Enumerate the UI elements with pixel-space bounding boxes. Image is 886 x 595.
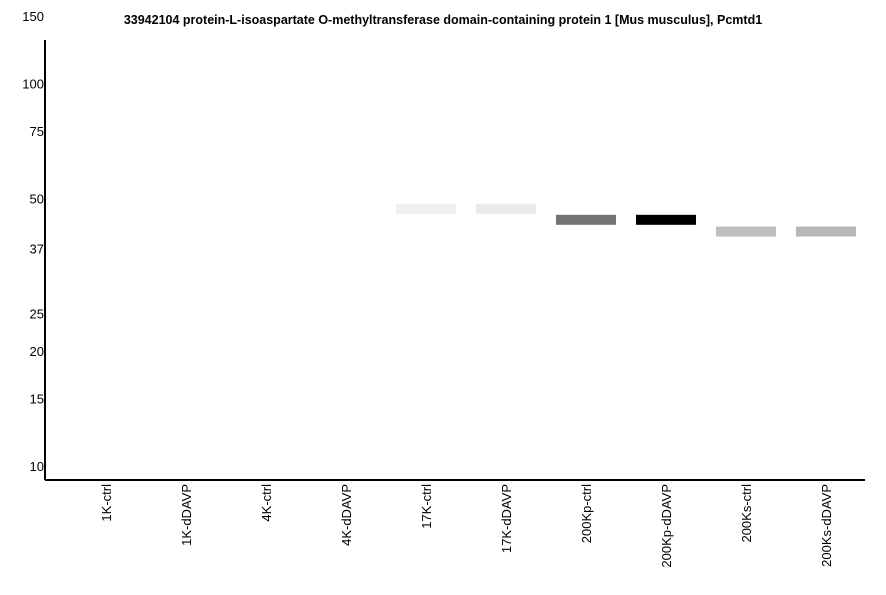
y-tick-label: 25 <box>30 307 44 322</box>
lane-label: 4K-ctrl <box>259 484 274 522</box>
plot-area: 250150100755037252015101K-ctrl1K-dDAVP4K… <box>22 9 865 568</box>
band-200Kp-dDAVP <box>636 214 696 225</box>
y-tick-label: 150 <box>22 9 44 24</box>
lane-label: 200Ks-dDAVP <box>819 484 834 567</box>
band-17K-dDAVP <box>476 203 536 214</box>
y-tick-label: 15 <box>30 392 44 407</box>
lane-label: 4K-dDAVP <box>339 484 354 546</box>
lane-label: 17K-ctrl <box>419 484 434 529</box>
lane-label: 1K-dDAVP <box>179 484 194 546</box>
chart-title: 33942104 protein-L-isoaspartate O-methyl… <box>124 13 762 27</box>
y-tick-label: 20 <box>30 344 44 359</box>
lane-label: 1K-ctrl <box>99 484 114 522</box>
band-200Ks-ctrl <box>716 226 776 237</box>
y-tick-label: 75 <box>30 124 44 139</box>
lane-label: 17K-dDAVP <box>499 484 514 553</box>
band-200Kp-ctrl <box>556 214 616 225</box>
y-tick-label: 50 <box>30 192 44 207</box>
y-tick-label: 37 <box>30 242 44 257</box>
lane-label: 200Kp-dDAVP <box>659 484 674 568</box>
band-17K-ctrl <box>396 203 456 214</box>
y-tick-label: 10 <box>30 459 44 474</box>
band-200Ks-dDAVP <box>796 226 856 237</box>
y-tick-label: 100 <box>22 76 44 91</box>
lane-label: 200Kp-ctrl <box>579 484 594 543</box>
lane-label: 200Ks-ctrl <box>739 484 754 543</box>
